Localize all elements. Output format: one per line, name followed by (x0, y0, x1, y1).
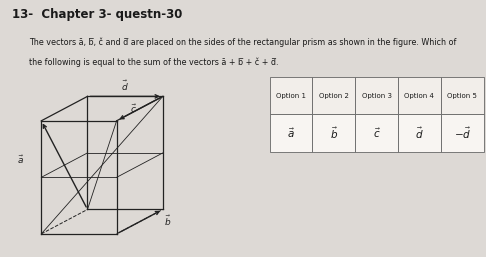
Bar (270, 77, 312, 114)
Text: $\vec{b}$: $\vec{b}$ (330, 125, 338, 141)
Bar (398, 77, 441, 114)
Text: Option 1: Option 1 (276, 93, 306, 99)
Text: $\vec{c}$: $\vec{c}$ (373, 126, 381, 140)
Text: $\vec{a}$: $\vec{a}$ (287, 126, 295, 140)
Text: The vectors ā, b̅, č and d̅ are placed on the sides of the rectangular prism as : The vectors ā, b̅, č and d̅ are placed o… (29, 37, 456, 47)
Bar (398, 114, 441, 152)
Text: $-\vec{d}$: $-\vec{d}$ (453, 125, 471, 141)
Bar (355, 77, 398, 114)
Text: $\vec{c}$: $\vec{c}$ (130, 103, 137, 115)
Text: $\vec{b}$: $\vec{b}$ (164, 214, 172, 228)
Text: Option 4: Option 4 (404, 93, 434, 99)
Bar (441, 77, 484, 114)
Text: 13-  Chapter 3- questn-30: 13- Chapter 3- questn-30 (12, 8, 183, 21)
Bar (312, 114, 355, 152)
Bar (441, 114, 484, 152)
Bar (355, 114, 398, 152)
Bar (312, 77, 355, 114)
Text: $\vec{d}$: $\vec{d}$ (415, 125, 424, 141)
Text: $\vec{a}$: $\vec{a}$ (17, 154, 25, 166)
Text: Option 3: Option 3 (362, 93, 392, 99)
Text: Option 2: Option 2 (319, 93, 349, 99)
Text: Option 5: Option 5 (447, 93, 477, 99)
Bar (270, 114, 312, 152)
Text: $\vec{d}$: $\vec{d}$ (122, 79, 129, 93)
Text: the following is equal to the sum of the vectors ā + b̅ + č + d̅.: the following is equal to the sum of the… (29, 58, 278, 67)
